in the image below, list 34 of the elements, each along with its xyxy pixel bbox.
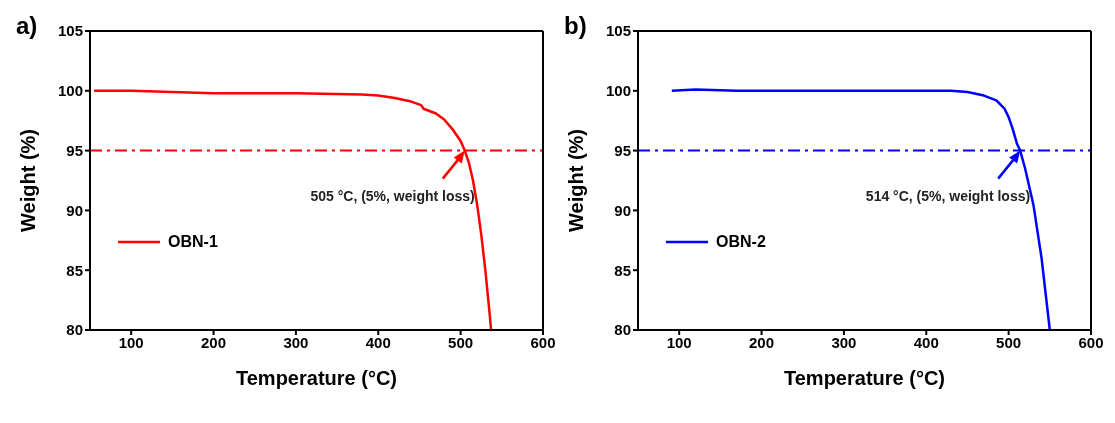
y-tick-label: 90 (66, 201, 83, 219)
y-tick-label: 90 (614, 201, 631, 219)
x-tick-label: 600 (1078, 333, 1104, 351)
y-tick-label: 100 (57, 82, 83, 100)
legend-label: OBN-2 (716, 233, 766, 251)
annotation: 514 °C, (5%, weight loss) (865, 187, 1031, 204)
x-axis-title: Temperature (°C) (236, 367, 397, 389)
chart-title: b) (564, 12, 587, 40)
y-tick-label: 85 (66, 261, 83, 279)
y-tick-label: 100 (605, 82, 631, 100)
chart-title: a) (16, 12, 38, 40)
x-tick-label: 100 (118, 333, 144, 351)
x-tick-label: 400 (365, 333, 391, 351)
annotation: 505 °C, (5%, weight loss) (310, 187, 475, 204)
y-tick-label: 80 (614, 321, 631, 339)
x-tick-label: 200 (749, 333, 775, 351)
y-tick-label: 85 (614, 261, 631, 279)
y-tick-label: 80 (66, 321, 83, 339)
y-tick-label: 95 (614, 141, 631, 159)
x-axis-title: Temperature (°C) (784, 367, 945, 389)
x-tick-label: 200 (201, 333, 227, 351)
x-tick-label: 600 (530, 333, 556, 351)
y-tick-label: 95 (66, 141, 83, 159)
y-axis-title: Weight (%) (565, 129, 588, 232)
x-tick-label: 500 (996, 333, 1022, 351)
x-tick-label: 300 (283, 333, 309, 351)
x-tick-label: 100 (666, 333, 692, 351)
y-tick-label: 105 (605, 22, 631, 40)
y-tick-label: 105 (57, 22, 83, 40)
y-axis-title: Weight (%) (17, 129, 40, 232)
x-tick-label: 400 (913, 333, 939, 351)
legend-label: OBN-1 (168, 233, 218, 251)
x-tick-label: 300 (831, 333, 857, 351)
x-tick-label: 500 (448, 333, 474, 351)
